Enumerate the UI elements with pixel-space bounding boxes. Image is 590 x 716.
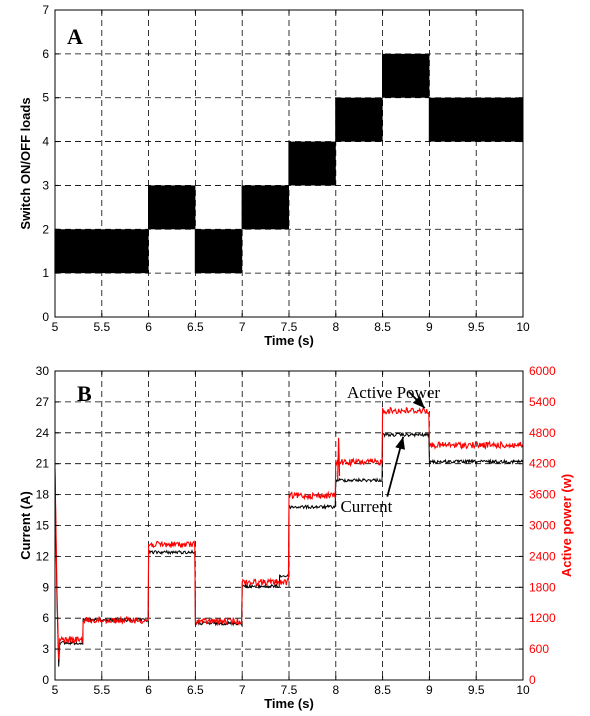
panel-b-x-axis-label: Time (s) — [264, 696, 314, 711]
panel-a-x-ticks: 5 5.5 6 6.5 7 7.5 8 8.5 9 9.5 10 — [52, 10, 530, 334]
x-tick-label: 7 — [239, 683, 246, 697]
x-tick-label: 5 — [52, 683, 59, 697]
series-active-power-spike — [337, 437, 341, 480]
load-band — [195, 229, 243, 274]
load-band — [242, 185, 289, 230]
load-band — [429, 97, 523, 142]
x-tick-label: 7 — [239, 320, 246, 334]
x-tick-label: 7.5 — [281, 320, 298, 334]
panel-a: 5 5.5 6 6.5 7 7.5 8 8.5 9 9.5 10 0 1 2 3 4 5 6 7 A Time (… — [18, 3, 530, 348]
y-right-tick-label: 4200 — [529, 457, 556, 471]
series-active-power-line — [54, 406, 524, 660]
y-right-tick-label: 2400 — [529, 549, 556, 563]
annotation-active-power: Active Power — [347, 383, 440, 402]
y-tick-label: 4 — [42, 135, 49, 149]
x-tick-label: 5.5 — [93, 683, 110, 697]
panel-b: 5 5.5 6 6.5 7 7.5 8 8.5 9 9.5 10 0 3 6 9 12 15 18 21 24 27 3… — [18, 364, 574, 711]
x-tick-label: 6.5 — [187, 320, 204, 334]
y-tick-label: 18 — [36, 488, 50, 502]
x-tick-label: 9 — [426, 683, 433, 697]
x-tick-label: 5 — [52, 320, 59, 334]
panel-b-y-ticks-left: 0 3 6 9 12 15 18 21 24 27 30 — [36, 364, 59, 687]
y-tick-label: 0 — [42, 310, 49, 324]
y-tick-label: 2 — [42, 222, 49, 236]
x-tick-label: 9 — [426, 320, 433, 334]
y-right-tick-label: 1800 — [529, 580, 556, 594]
load-band — [335, 97, 383, 142]
x-tick-label: 9.5 — [468, 320, 485, 334]
y-tick-label: 15 — [36, 519, 50, 533]
y-right-tick-label: 3000 — [529, 519, 556, 533]
y-tick-label: 30 — [36, 364, 50, 378]
panel-b-y-axis-label-left: Current (A) — [18, 491, 33, 560]
panel-a-y-ticks: 0 1 2 3 4 5 6 7 — [42, 3, 523, 324]
y-tick-label: 6 — [42, 47, 49, 61]
annotation-current-arrowhead — [395, 436, 405, 450]
panel-b-letter: B — [77, 381, 92, 406]
panel-a-load-bands — [54, 53, 523, 274]
x-tick-label: 6.5 — [187, 683, 204, 697]
load-band — [148, 185, 196, 230]
y-right-tick-label: 1200 — [529, 611, 556, 625]
x-tick-label: 6 — [145, 320, 152, 334]
load-band — [55, 229, 149, 274]
x-tick-label: 8 — [332, 683, 339, 697]
panel-a-letter: A — [67, 24, 83, 49]
x-tick-label: 8 — [332, 320, 339, 334]
annotation-active-power-arrowhead — [412, 395, 425, 409]
panel-b-y-axis-label-right: Active power (w) — [559, 474, 574, 577]
y-right-tick-label: 3600 — [529, 488, 556, 502]
panel-b-series — [54, 406, 524, 667]
panel-b-annotations: Active Power Current — [340, 383, 440, 516]
panel-a-y-axis-label: Switch ON/OFF loads — [18, 97, 33, 229]
panel-b-x-ticks: 5 5.5 6 6.5 7 7.5 8 8.5 9 9.5 10 — [52, 371, 530, 697]
y-right-tick-label: 600 — [529, 642, 549, 656]
y-tick-label: 6 — [42, 611, 49, 625]
y-tick-label: 5 — [42, 91, 49, 105]
y-right-tick-label: 0 — [529, 673, 536, 687]
y-tick-label: 27 — [36, 395, 50, 409]
x-tick-label: 5.5 — [93, 320, 110, 334]
y-tick-label: 3 — [42, 642, 49, 656]
y-right-tick-label: 5400 — [529, 395, 556, 409]
y-tick-label: 3 — [42, 178, 49, 192]
y-tick-label: 24 — [36, 426, 50, 440]
y-tick-label: 0 — [42, 673, 49, 687]
x-tick-label: 9.5 — [468, 683, 485, 697]
annotation-current: Current — [340, 497, 392, 516]
x-tick-label: 7.5 — [281, 683, 298, 697]
y-tick-label: 12 — [36, 549, 50, 563]
y-right-tick-label: 6000 — [529, 364, 556, 378]
panel-b-y-ticks-right: 0 600 1200 1800 2400 3000 3600 4200 4800 5400 6000 — [519, 364, 556, 687]
y-tick-label: 7 — [42, 3, 49, 17]
load-band — [382, 53, 430, 98]
x-tick-label: 10 — [516, 683, 530, 697]
x-tick-label: 6 — [145, 683, 152, 697]
load-band — [289, 141, 336, 186]
x-tick-label: 8.5 — [374, 683, 391, 697]
x-tick-label: 10 — [516, 320, 530, 334]
x-tick-label: 8.5 — [374, 320, 391, 334]
y-tick-label: 1 — [42, 266, 49, 280]
y-tick-label: 9 — [42, 580, 49, 594]
y-tick-label: 21 — [36, 457, 50, 471]
y-right-tick-label: 4800 — [529, 426, 556, 440]
panel-a-x-axis-label: Time (s) — [264, 333, 314, 348]
